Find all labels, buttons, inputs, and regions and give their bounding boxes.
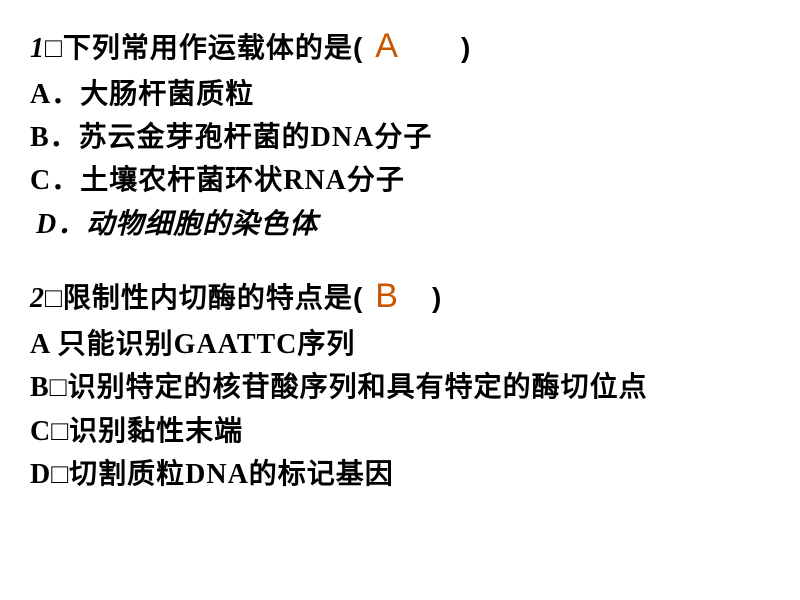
q2-option-d: D□切割质粒DNA的标记基因 [30,453,790,496]
q2-stem-text: 限制性内切酶的特点是 [63,283,353,314]
q1-stem-text: 下列常用作运载体的是 [63,33,353,64]
q2-option-a: A 只能识别GAATTC序列 [30,323,790,366]
q1-stem: 1□下列常用作运载体的是( A ) [30,20,790,73]
q1-option-a: A．大肠杆菌质粒 [30,73,790,116]
q2-paren-open: ( [353,282,363,313]
q2-option-b: B□识别特定的核苷酸序列和具有特定的酶切位点 [30,366,790,409]
q2-paren-close: ) [432,282,442,313]
q1-answer: A [371,27,403,65]
q2-gap [403,283,432,314]
q1-gap [403,33,461,64]
q1-paren-close: ) [461,32,471,63]
q2-stem: 2□限制性内切酶的特点是( B ) [30,270,790,323]
q1-option-d: D．动物细胞的染色体 [36,203,790,246]
q1-paren-open: ( [353,32,363,63]
q2-number: 2 [30,283,45,314]
q1-number: 1 [30,33,45,64]
q1-box: □ [45,32,63,63]
q1-option-b: B．苏云金芽孢杆菌的DNA分子 [30,116,790,159]
spacer [30,246,790,270]
q1-option-c: C．土壤农杆菌环状RNA分子 [30,159,790,202]
q2-answer: B [371,277,403,315]
q2-option-c: C□识别黏性末端 [30,410,790,453]
q2-box: □ [45,282,63,313]
